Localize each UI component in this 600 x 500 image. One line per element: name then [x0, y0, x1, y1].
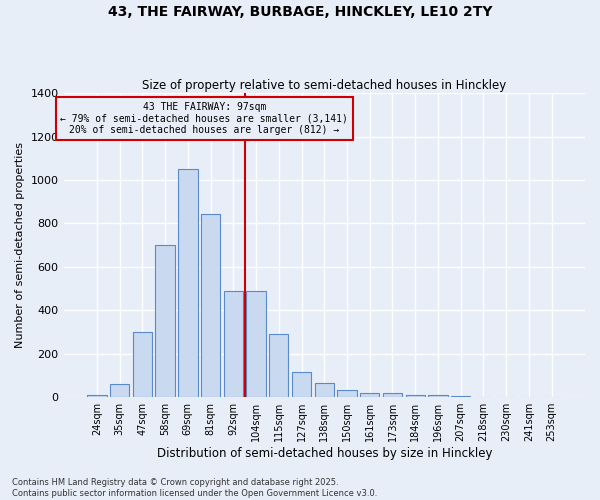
Bar — [406, 394, 425, 397]
Bar — [360, 393, 379, 397]
Text: 43 THE FAIRWAY: 97sqm
← 79% of semi-detached houses are smaller (3,141)
20% of s: 43 THE FAIRWAY: 97sqm ← 79% of semi-deta… — [61, 102, 348, 136]
Bar — [224, 291, 243, 397]
Bar — [247, 291, 266, 397]
Bar — [201, 214, 220, 397]
Bar — [428, 395, 448, 397]
Bar — [133, 332, 152, 397]
Bar — [110, 384, 130, 397]
Title: Size of property relative to semi-detached houses in Hinckley: Size of property relative to semi-detach… — [142, 79, 506, 92]
Bar — [178, 169, 197, 397]
Y-axis label: Number of semi-detached properties: Number of semi-detached properties — [15, 142, 25, 348]
Bar — [451, 396, 470, 397]
Bar — [474, 396, 493, 397]
Text: Contains HM Land Registry data © Crown copyright and database right 2025.
Contai: Contains HM Land Registry data © Crown c… — [12, 478, 377, 498]
Bar — [292, 372, 311, 397]
Bar — [269, 334, 289, 397]
Bar — [337, 390, 356, 397]
X-axis label: Distribution of semi-detached houses by size in Hinckley: Distribution of semi-detached houses by … — [157, 447, 492, 460]
Bar — [383, 394, 402, 397]
Bar — [314, 383, 334, 397]
Bar — [155, 245, 175, 397]
Bar — [87, 395, 107, 397]
Text: 43, THE FAIRWAY, BURBAGE, HINCKLEY, LE10 2TY: 43, THE FAIRWAY, BURBAGE, HINCKLEY, LE10… — [108, 5, 492, 19]
